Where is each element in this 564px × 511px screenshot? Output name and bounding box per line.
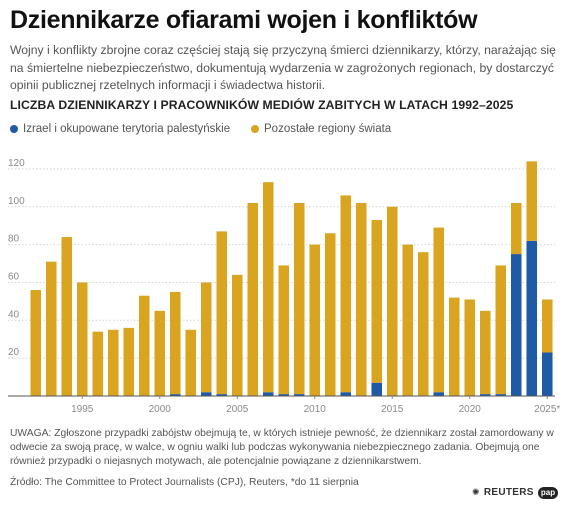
y-tick-label-60: 60 [8, 271, 20, 282]
bar-2001-series-0 [169, 394, 181, 396]
bar-2008-series-0 [278, 394, 290, 396]
bar-2008-series-1 [278, 265, 290, 395]
legend-label-israel: Izrael i okupowane terytoria palestyński… [23, 123, 231, 135]
bar-2023-series-1 [510, 202, 522, 255]
bar-1992-series-1 [30, 290, 42, 396]
bar-2006-series-1 [247, 202, 259, 396]
x-tick-label-2005: 2005 [226, 404, 249, 415]
bar-2018-series-1 [433, 227, 445, 393]
bar-2003-series-0 [200, 392, 212, 396]
bar-1997-series-1 [107, 329, 119, 396]
y-tick-label-80: 80 [8, 234, 20, 245]
bar-2014-series-1 [371, 220, 383, 383]
bar-2014-series-0 [371, 382, 383, 396]
bar-2015-series-1 [386, 206, 398, 396]
x-tick-label-2020: 2020 [459, 404, 482, 415]
note-text: UWAGA: Zgłoszone przypadki zabójstw obej… [10, 428, 554, 467]
bar-2020-series-1 [464, 299, 476, 396]
bar-2021-series-0 [479, 394, 491, 396]
page-subtitle: Wojny i konflikty zbrojne coraz częściej… [10, 43, 556, 92]
bar-2007-series-0 [262, 392, 274, 396]
bar-2017-series-1 [417, 252, 429, 396]
legend-swatch-israel [10, 125, 18, 133]
bar-2004-series-1 [216, 231, 228, 395]
bar-2012-series-1 [340, 195, 352, 393]
bar-2009-series-0 [293, 394, 305, 396]
bar-1993-series-1 [45, 261, 57, 396]
bar-2022-series-0 [495, 394, 507, 396]
legend-item-israel: Izrael i okupowane terytoria palestyński… [10, 123, 230, 135]
chart-title: LICZBA DZIENNIKARZY I PRACOWNIKÓW MEDIÓW… [10, 98, 514, 112]
bar-2009-series-1 [293, 202, 305, 395]
bar-2011-series-1 [324, 233, 336, 396]
x-tick-label-2000: 2000 [149, 404, 172, 415]
legend-item-other: Pozostałe regiony świata [251, 123, 391, 135]
bar-2024-series-1 [526, 161, 538, 241]
y-tick-label-40: 40 [8, 309, 20, 320]
bar-1995-series-1 [76, 282, 88, 396]
legend-label-other: Pozostałe regiony świata [264, 123, 392, 135]
bar-2025-series-0 [541, 352, 553, 396]
bar-1998-series-1 [123, 327, 135, 396]
bar-2002-series-1 [185, 329, 197, 396]
bar-2007-series-1 [262, 182, 274, 393]
reuters-dots-icon: ✺ [472, 487, 480, 497]
reuters-logo: ✺ REUTERS [472, 487, 534, 498]
bar-1999-series-1 [138, 295, 150, 396]
page-title: Dziennikarze ofiarami wojen i konfliktów [10, 6, 478, 34]
bar-2001-series-1 [169, 291, 181, 395]
bar-2024-series-0 [526, 240, 538, 396]
bar-2022-series-1 [495, 265, 507, 395]
source-text: Źródło: The Committee to Protect Journal… [10, 477, 359, 488]
legend-swatch-other [251, 125, 259, 133]
bar-2005-series-1 [231, 274, 243, 396]
bar-2010-series-1 [309, 244, 321, 396]
bar-2003-series-1 [200, 282, 212, 393]
bar-2000-series-1 [154, 310, 166, 396]
bar-2016-series-1 [402, 244, 414, 396]
x-tick-label-1995: 1995 [71, 404, 94, 415]
bar-2004-series-0 [216, 394, 228, 396]
pap-logo: pap [538, 487, 558, 499]
x-tick-label-2025: 2025* [534, 404, 560, 415]
reuters-logo-text: REUTERS [483, 487, 534, 498]
x-tick-label-2010: 2010 [304, 404, 327, 415]
y-tick-label-20: 20 [8, 347, 20, 358]
y-tick-label-120: 120 [8, 158, 25, 169]
bar-2021-series-1 [479, 310, 491, 395]
x-tick-label-2015: 2015 [381, 404, 404, 415]
bar-1996-series-1 [92, 331, 104, 396]
y-tick-label-100: 100 [8, 196, 25, 207]
bar-2023-series-0 [510, 254, 522, 396]
bar-1994-series-1 [61, 237, 73, 396]
bar-2025-series-1 [541, 299, 553, 353]
bar-2018-series-0 [433, 392, 445, 396]
bar-2013-series-1 [355, 202, 367, 396]
bar-2019-series-1 [448, 297, 460, 396]
bar-chart: 20 40 60 80 100 120 1995 2000 2005 2010 2015 2020 20… [8, 158, 560, 415]
bar-2012-series-0 [340, 392, 352, 396]
